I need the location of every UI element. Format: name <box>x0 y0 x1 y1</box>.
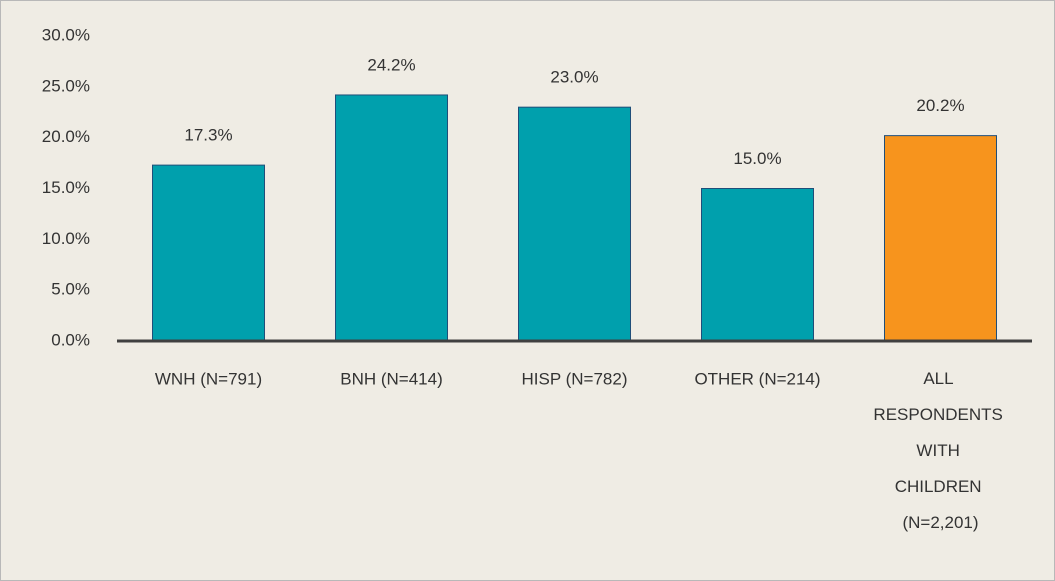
bar <box>701 188 814 342</box>
x-tick-label: WNH (N=791) <box>155 369 262 388</box>
data-label: 23.0% <box>550 68 598 87</box>
x-tick-label: ALL RESPONDENTS WITH CHILDREN (N=2,201) <box>873 369 1007 532</box>
data-label: 20.2% <box>916 96 964 115</box>
data-label: 17.3% <box>184 126 232 145</box>
y-tick-label: 25.0% <box>42 76 90 95</box>
x-tick-label: OTHER (N=214) <box>694 369 820 388</box>
bar <box>518 106 631 342</box>
y-tick-label: 15.0% <box>42 178 90 197</box>
y-tick-label: 30.0% <box>42 25 90 44</box>
bar <box>152 164 265 342</box>
x-tick-label: BNH (N=414) <box>340 369 443 388</box>
data-label: 15.0% <box>733 149 781 168</box>
x-tick-label: HISP (N=782) <box>522 369 628 388</box>
y-tick-label: 0.0% <box>51 330 90 349</box>
bar <box>884 135 997 342</box>
y-tick-label: 10.0% <box>42 229 90 248</box>
bar <box>335 94 448 342</box>
y-tick-label: 5.0% <box>51 280 90 299</box>
y-tick-label: 20.0% <box>42 127 90 146</box>
data-label: 24.2% <box>367 55 415 74</box>
